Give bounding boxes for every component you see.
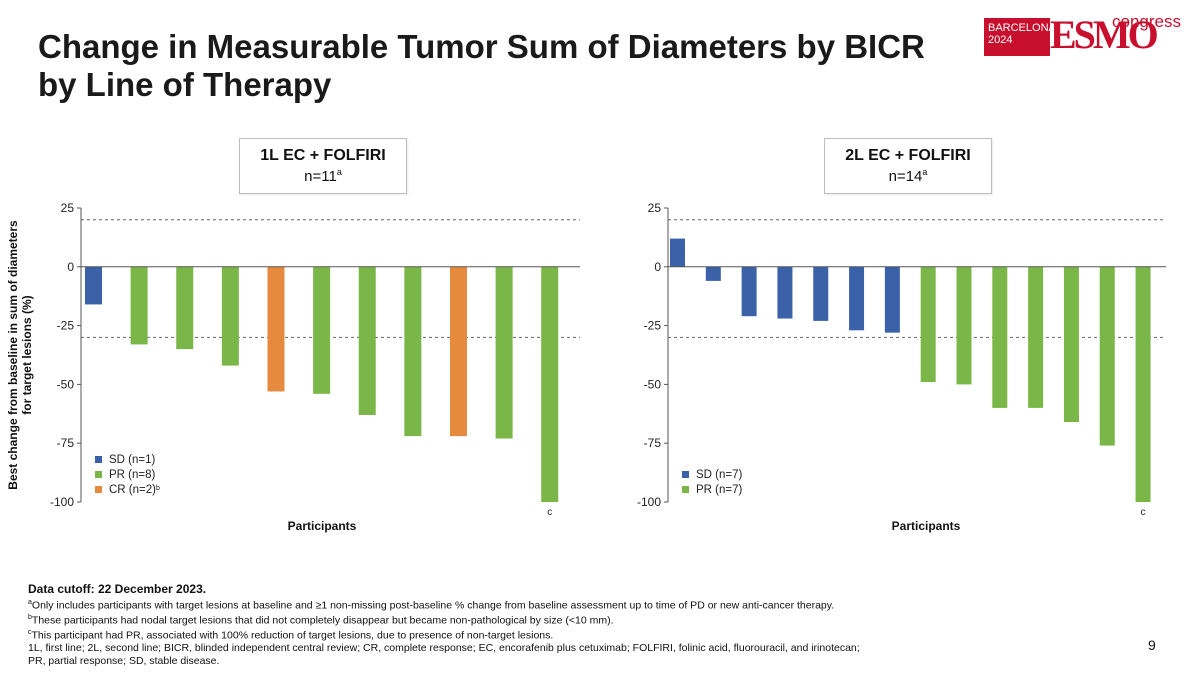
chart-2l-bar-4 xyxy=(777,266,793,319)
footnote-b-mark: b xyxy=(28,614,32,621)
slide-title-line2: by Line of Therapy xyxy=(38,66,332,103)
footnote-c-mark: c xyxy=(28,629,32,636)
chart-2l-header-box: 2L EC + FOLFIRI n=14a xyxy=(824,138,992,194)
chart-1l-ytick-label-2: -25 xyxy=(57,319,75,333)
chart-2l-legend-swatch-pr xyxy=(682,486,689,493)
chart-1l-ytick-label-3: -50 xyxy=(57,377,75,391)
footnotes: Data cutoff: 22 December 2023. aOnly inc… xyxy=(28,582,1028,667)
chart-1l-bar-11 xyxy=(541,266,559,502)
logo-year: 2024 xyxy=(988,34,1013,46)
chart-2l-legend-swatch-sd xyxy=(682,471,689,478)
chart-2l-bar-2 xyxy=(705,266,721,281)
chart-2l-n-footnote: a xyxy=(922,167,928,177)
chart-1l-bar-6 xyxy=(313,266,331,394)
data-cutoff: Data cutoff: 22 December 2023. xyxy=(28,582,207,596)
chart-2l-bar-13 xyxy=(1099,266,1115,446)
chart-2l-n: n=14a xyxy=(825,167,991,185)
chart-1l-bar-8 xyxy=(404,266,422,437)
chart-2l-legend-label-sd: SD (n=7) xyxy=(696,469,743,481)
logo-city: BARCELONA xyxy=(988,22,1056,34)
chart-1l-n: n=11a xyxy=(240,167,406,185)
footnote-b-text: These participants had nodal target lesi… xyxy=(31,614,614,627)
chart-1l-ytick-label-4: -75 xyxy=(57,436,75,450)
chart-2l-bar-1 xyxy=(670,238,685,267)
chart-2l-ytick-label-2: -25 xyxy=(644,319,662,333)
footnote-c: cThis participant had PR, associated wit… xyxy=(28,627,1028,642)
chart-1l-bar-7 xyxy=(358,266,376,415)
logo-suffix: congress xyxy=(1112,12,1181,31)
footnote-a-text: Only includes participants with target l… xyxy=(31,599,835,612)
chart-2l-bar-9 xyxy=(956,266,972,385)
page-number: 9 xyxy=(1148,637,1156,653)
abbreviations-line1: 1L, first line; 2L, second line; BICR, b… xyxy=(28,642,860,654)
chart-1l-legend-label-cr: CR (n=2)b xyxy=(109,484,160,496)
abbreviations-line2: PR, partial response; SD, stable disease… xyxy=(28,654,220,667)
slide-title-line1: Change in Measurable Tumor Sum of Diamet… xyxy=(38,28,925,65)
chart-1l-legend-swatch-cr xyxy=(95,486,102,493)
chart-2l-bar-10 xyxy=(992,266,1008,408)
chart-2l-ytick-label-3: -50 xyxy=(644,377,662,391)
chart-2l-bar-12 xyxy=(1063,266,1079,423)
chart-1l-n-footnote: a xyxy=(336,167,342,177)
chart-1l-ytick-label-5: -100 xyxy=(50,495,74,509)
chart-2l-bar-5 xyxy=(813,266,829,321)
chart-1l-legend-swatch-pr xyxy=(95,471,102,478)
footnote-b: bThese participants had nodal target les… xyxy=(28,612,1028,627)
chart-1l-bar-4 xyxy=(221,266,239,366)
chart-1l-bar-2 xyxy=(130,266,148,345)
chart-1l-header: 1L EC + FOLFIRI xyxy=(260,147,386,164)
chart-1l-ytick-label-0: 25 xyxy=(61,201,75,215)
chart-1l-legend-label-sd: SD (n=1) xyxy=(109,454,156,466)
chart-1l-bar-10 xyxy=(495,266,513,439)
footnote-a: aOnly includes participants with target … xyxy=(28,597,1028,612)
chart-2l-bar-11 xyxy=(1028,266,1044,408)
chart-2l-ytick-label-0: 25 xyxy=(648,201,662,215)
chart-2l-ytick-label-1: 0 xyxy=(654,260,661,274)
chart-1l-bar-1 xyxy=(85,266,102,305)
logo-city-block: BARCELONA 2024 xyxy=(984,18,1056,56)
slide-title: Change in Measurable Tumor Sum of Diamet… xyxy=(38,28,958,104)
chart-1l-bar-5 xyxy=(267,266,285,392)
chart-1l-bar-3 xyxy=(176,266,194,350)
chart-2l-ytick-label-4: -75 xyxy=(644,436,662,450)
logo-brand: ESMO xyxy=(1050,12,1159,57)
footnote-a-mark: a xyxy=(28,599,32,606)
chart-2l-bar-8 xyxy=(920,266,936,383)
footnote-c-text: This participant had PR, associated with… xyxy=(31,629,554,642)
chart-2l-legend-label-pr: PR (n=7) xyxy=(696,484,743,496)
chart-1l-ytick-label-1: 0 xyxy=(67,260,74,274)
esmo-congress-logo: BARCELONA 2024 ESMO congress xyxy=(984,12,1181,56)
chart-1l-header-box: 1L EC + FOLFIRI n=11a xyxy=(239,138,407,194)
chart-2l-bar-3 xyxy=(741,266,757,317)
chart-1l-bar-annotation-11: c xyxy=(547,507,552,518)
chart-2l-x-axis-label: Participants xyxy=(892,519,961,533)
chart-1l-n-label: n=11 xyxy=(304,168,337,185)
chart-1l-bar-9 xyxy=(449,266,467,437)
chart-1l-x-axis-label: Participants xyxy=(288,519,357,533)
chart-2l-bar-14 xyxy=(1135,266,1151,502)
chart-1l-legend-label-pr: PR (n=8) xyxy=(109,469,156,481)
chart-2l-header: 2L EC + FOLFIRI xyxy=(845,147,971,164)
chart-2l-ytick-label-5: -100 xyxy=(637,495,661,509)
chart-2l-bar-6 xyxy=(849,266,865,331)
chart-2l-bar-annotation-14: c xyxy=(1141,507,1146,518)
chart-2l-bar-7 xyxy=(884,266,900,333)
chart-2l-n-label: n=14 xyxy=(888,168,923,185)
chart-1l-legend-swatch-sd xyxy=(95,456,102,463)
